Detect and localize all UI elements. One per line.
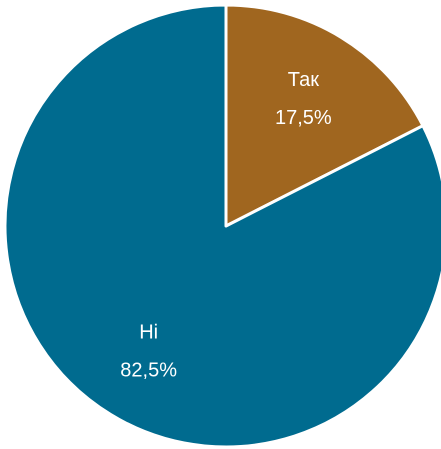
pie-slice (224, 3, 425, 228)
pie-slice (3, 3, 441, 449)
slice-category-label: Ні (139, 322, 158, 344)
slice-category-label: Так (288, 69, 319, 91)
slice-value-label: 82,5% (120, 360, 177, 382)
slice-value-label: 17,5% (275, 107, 332, 129)
